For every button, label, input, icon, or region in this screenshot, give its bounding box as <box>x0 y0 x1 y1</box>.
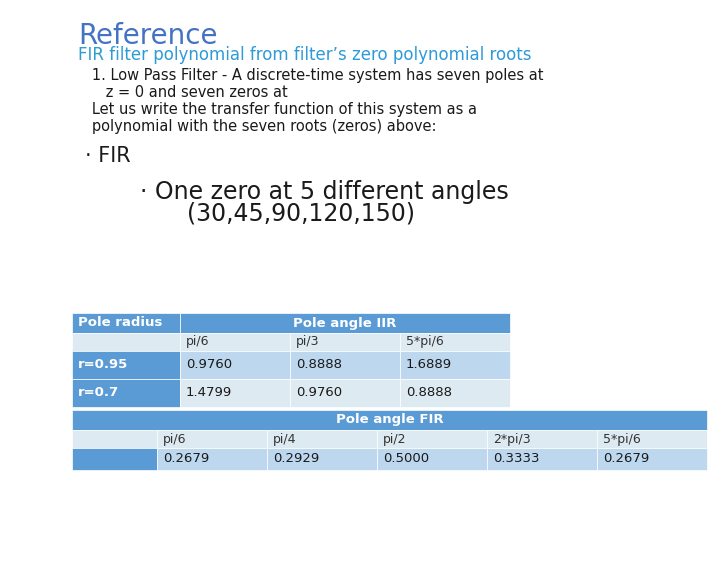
Bar <box>597 430 707 448</box>
Bar <box>72 313 180 333</box>
Text: Pole angle FIR: Pole angle FIR <box>335 413 444 426</box>
Text: 0.8888: 0.8888 <box>296 359 342 372</box>
Text: Reference: Reference <box>78 22 217 50</box>
Bar <box>72 379 180 407</box>
Text: 1. Low Pass Filter - A discrete-time system has seven poles at: 1. Low Pass Filter - A discrete-time sys… <box>78 68 543 83</box>
Bar <box>180 351 290 379</box>
Bar <box>400 351 510 379</box>
Bar <box>72 410 707 430</box>
Text: · One zero at 5 different angles: · One zero at 5 different angles <box>140 180 509 204</box>
Bar <box>72 430 157 448</box>
Text: pi/4: pi/4 <box>273 433 296 446</box>
Bar <box>290 333 400 351</box>
Bar <box>290 379 400 407</box>
Text: 0.9760: 0.9760 <box>296 386 342 400</box>
Text: 0.9760: 0.9760 <box>186 359 232 372</box>
Text: 0.2679: 0.2679 <box>163 453 209 466</box>
Text: 1.6889: 1.6889 <box>406 359 452 372</box>
Text: (30,45,90,120,150): (30,45,90,120,150) <box>157 202 415 226</box>
Text: pi/3: pi/3 <box>296 336 320 348</box>
Bar <box>157 448 267 470</box>
Text: 0.2679: 0.2679 <box>603 453 649 466</box>
Text: 0.8888: 0.8888 <box>406 386 452 400</box>
Text: 2*pi/3: 2*pi/3 <box>493 433 530 446</box>
Text: 5*pi/6: 5*pi/6 <box>603 433 641 446</box>
Bar <box>487 448 597 470</box>
Text: z = 0 and seven zeros at: z = 0 and seven zeros at <box>78 85 288 100</box>
Text: · FIR: · FIR <box>85 146 130 166</box>
Bar <box>157 430 267 448</box>
Bar <box>267 448 377 470</box>
Bar <box>400 379 510 407</box>
Bar <box>180 313 510 333</box>
Bar <box>180 379 290 407</box>
Text: pi/6: pi/6 <box>186 336 209 348</box>
Text: 0.5000: 0.5000 <box>383 453 429 466</box>
Bar <box>267 430 377 448</box>
Bar <box>72 448 157 470</box>
Text: 5*pi/6: 5*pi/6 <box>406 336 444 348</box>
Bar <box>377 430 487 448</box>
Bar <box>72 333 180 351</box>
Text: 0.2929: 0.2929 <box>273 453 319 466</box>
Text: 1.4799: 1.4799 <box>186 386 232 400</box>
Text: pi/6: pi/6 <box>163 433 187 446</box>
Text: r=0.95: r=0.95 <box>78 359 128 372</box>
Bar <box>290 351 400 379</box>
Text: Pole angle IIR: Pole angle IIR <box>293 316 397 329</box>
Text: FIR filter polynomial from filter’s zero polynomial roots: FIR filter polynomial from filter’s zero… <box>78 46 531 64</box>
Bar <box>72 351 180 379</box>
Text: polynomial with the seven roots (zeros) above:: polynomial with the seven roots (zeros) … <box>78 119 436 134</box>
Text: r=0.7: r=0.7 <box>78 386 119 400</box>
Text: pi/2: pi/2 <box>383 433 407 446</box>
Bar <box>377 448 487 470</box>
Bar <box>597 448 707 470</box>
Bar <box>487 430 597 448</box>
Text: Let us write the transfer function of this system as a: Let us write the transfer function of th… <box>78 102 477 117</box>
Bar <box>400 333 510 351</box>
Text: 0.3333: 0.3333 <box>493 453 540 466</box>
Text: Pole radius: Pole radius <box>78 316 162 329</box>
Bar <box>180 333 290 351</box>
